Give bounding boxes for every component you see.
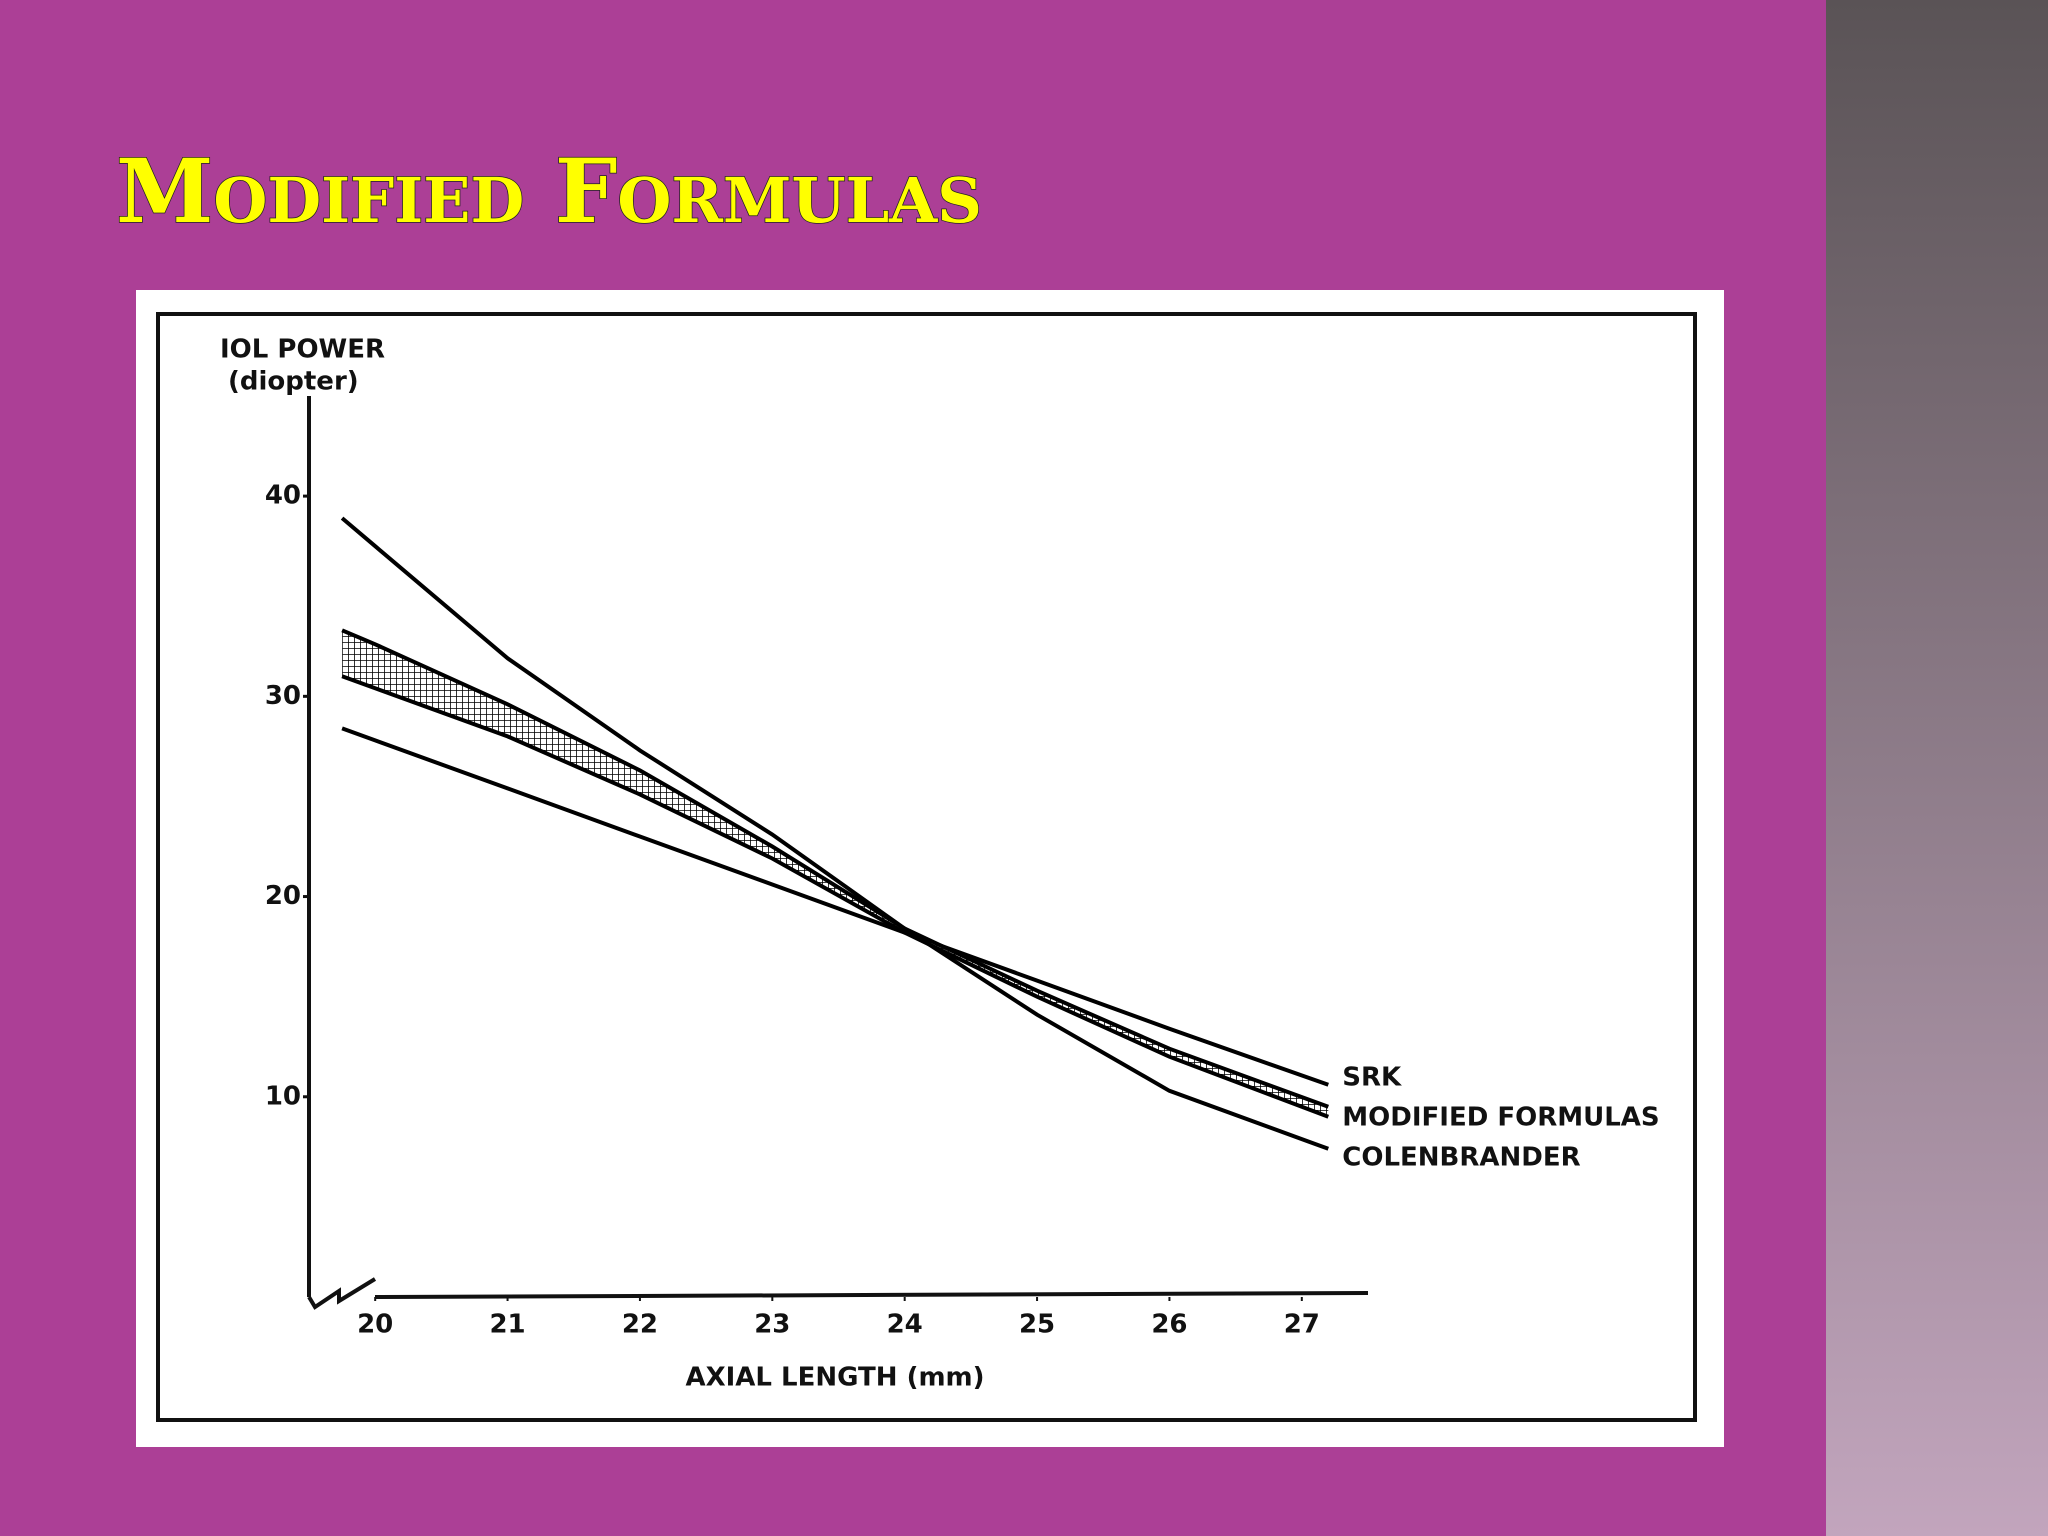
x-tick-label: 20	[357, 1310, 393, 1340]
chart-border	[156, 312, 1697, 1422]
band-upper-line	[341, 628, 1329, 1109]
x-axis	[307, 1277, 1369, 1310]
y-tick-label: 30	[265, 681, 301, 711]
x-tick-label: 25	[1019, 1310, 1055, 1340]
band-area	[342, 630, 1329, 1117]
x-tick-label: 26	[1151, 1310, 1187, 1340]
x-tick-label: 27	[1284, 1310, 1320, 1340]
x-tick-label: 21	[489, 1310, 525, 1340]
y-tick-label: 20	[265, 881, 301, 911]
series-label: COLENBRANDER	[1342, 1143, 1580, 1173]
slide-title: Modified Formulas	[116, 139, 982, 243]
series-line	[340, 516, 1329, 1151]
y-axis-label: (diopter)	[228, 367, 359, 397]
x-tick-label: 23	[754, 1310, 790, 1340]
y-axis-label: IOL POWER	[220, 335, 385, 365]
series-label: MODIFIED FORMULAS	[1342, 1103, 1659, 1133]
side-strip	[1826, 0, 2048, 1536]
chart-panel	[136, 290, 1724, 1447]
y-tick-label: 10	[265, 1081, 301, 1111]
series-line	[341, 674, 1330, 1119]
series-label: SRK	[1342, 1063, 1402, 1093]
plot: 10 20 30 40 20 21 22 23 24 25 26 27 SRK MODIFIED FORM…	[265, 396, 1660, 1340]
x-tick-label: 22	[622, 1310, 658, 1340]
series-line	[341, 726, 1329, 1087]
x-axis-label: AXIAL LENGTH (mm)	[685, 1363, 984, 1393]
x-tick-label: 24	[887, 1310, 923, 1340]
y-tick-label: 40	[265, 481, 301, 511]
